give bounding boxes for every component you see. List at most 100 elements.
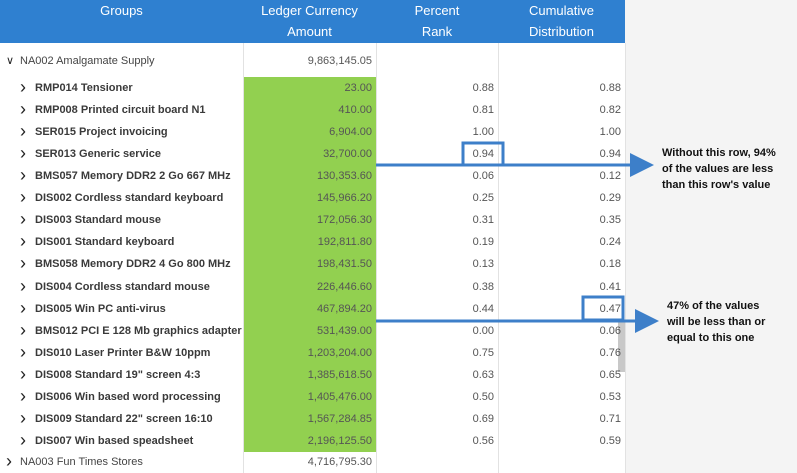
column-header[interactable]: Groups xyxy=(0,0,243,43)
item-label: SER013 Generic service xyxy=(35,148,161,161)
percent-rank: 0.69 xyxy=(472,412,494,425)
cumulative-distribution: 0.94 xyxy=(599,148,621,161)
annotation-line: 47% of the values xyxy=(667,300,760,312)
cumulative-distribution: 0.06 xyxy=(599,324,621,337)
annotation-line: Without this row, 94% xyxy=(662,147,776,159)
expand-chevron[interactable]: › xyxy=(20,143,26,164)
expand-chevron[interactable]: › xyxy=(20,77,26,97)
cumulative-distribution: 0.82 xyxy=(599,104,621,117)
column-header[interactable]: Cumulative Distribution xyxy=(498,0,625,43)
expand-chevron[interactable]: › xyxy=(20,275,26,296)
amount-cell: 198,431.50 xyxy=(244,253,376,276)
amount-cell: 192,811.80 xyxy=(244,231,376,254)
amount-cell: 531,439.00 xyxy=(244,319,376,342)
amount-cell: 410.00 xyxy=(244,99,376,122)
percent-rank: 0.94 xyxy=(472,148,494,161)
percent-rank: 0.25 xyxy=(472,192,494,205)
item-label: DIS001 Standard keyboard xyxy=(35,236,175,249)
cumulative-distribution: 0.47 xyxy=(599,302,621,315)
item-label: SER015 Project invoicing xyxy=(35,126,168,139)
expand-chevron[interactable]: ∨ xyxy=(6,55,15,67)
percent-rank: 1.00 xyxy=(472,126,494,139)
expand-chevron[interactable]: › xyxy=(20,407,26,428)
percent-rank: 0.56 xyxy=(472,434,494,447)
percent-rank: 0.50 xyxy=(472,390,494,403)
header-text: Distribution xyxy=(528,24,595,39)
cumulative-distribution: 1.00 xyxy=(599,126,621,139)
item-label: DIS007 Win based speadsheet xyxy=(35,434,194,447)
header-text: Amount xyxy=(287,24,332,39)
percent-rank: 0.44 xyxy=(472,302,494,315)
item-label: DIS006 Win based word processing xyxy=(35,390,221,403)
expand-chevron[interactable]: › xyxy=(20,385,26,406)
cumulative-distribution: 0.53 xyxy=(599,390,621,403)
cumulative-distribution: 0.41 xyxy=(599,280,621,293)
item-label: BMS012 PCI E 128 Mb graphics adapter xyxy=(35,324,242,337)
cumulative-distribution: 0.12 xyxy=(599,170,621,183)
column-header[interactable]: Ledger Currency Amount xyxy=(243,0,376,43)
expand-chevron[interactable]: › xyxy=(6,451,12,472)
column-divider xyxy=(243,43,244,473)
amount-cell: 4,716,795.30 xyxy=(307,456,372,469)
percent-rank: 0.06 xyxy=(472,170,494,183)
amount-cell: 1,405,476.00 xyxy=(244,385,376,408)
expand-chevron[interactable]: › xyxy=(20,341,26,362)
item-label: DIS010 Laser Printer B&W 10ppm xyxy=(35,346,211,359)
expand-chevron[interactable]: › xyxy=(20,187,26,208)
header-text: Cumulative xyxy=(528,3,595,18)
cumulative-distribution: 0.29 xyxy=(599,192,621,205)
annotation-line: will be less than or xyxy=(667,316,766,328)
cumulative-distribution: 0.35 xyxy=(599,214,621,227)
annotation-line: of the values are less xyxy=(662,163,774,175)
expand-chevron[interactable]: › xyxy=(20,253,26,274)
group-label: NA003 Fun Times Stores xyxy=(20,456,143,469)
amount-cell: 1,385,618.50 xyxy=(244,363,376,386)
percent-rank: 0.38 xyxy=(472,280,494,293)
annotation: Without this row, 94% of the values are l… xyxy=(662,145,796,193)
item-label: DIS003 Standard mouse xyxy=(35,214,161,227)
cumulative-distribution: 0.59 xyxy=(599,434,621,447)
percent-rank: 0.13 xyxy=(472,258,494,271)
percent-rank: 0.00 xyxy=(472,324,494,337)
percent-rank: 0.81 xyxy=(472,104,494,117)
expand-chevron[interactable]: › xyxy=(20,121,26,142)
column-header[interactable]: Percent Rank xyxy=(376,0,498,43)
side-panel xyxy=(625,0,797,473)
annotation-line: than this row's value xyxy=(662,179,771,191)
annotation: 47% of the values will be less than or equ… xyxy=(667,298,797,346)
expand-chevron[interactable]: › xyxy=(20,231,26,252)
item-label: RMP008 Printed circuit board N1 xyxy=(35,104,206,117)
header-text: Ledger Currency xyxy=(261,3,358,18)
expand-chevron[interactable]: › xyxy=(20,165,26,186)
item-label: DIS002 Cordless standard keyboard xyxy=(35,192,224,205)
item-label: DIS004 Cordless standard mouse xyxy=(35,280,210,293)
amount-cell: 172,056.30 xyxy=(244,209,376,232)
expand-chevron[interactable]: › xyxy=(20,297,26,318)
item-label: RMP014 Tensioner xyxy=(35,82,133,94)
cumulative-distribution: 0.76 xyxy=(599,346,621,359)
group-label: NA002 Amalgamate Supply xyxy=(20,55,155,67)
header-text: Groups xyxy=(100,3,143,18)
expand-chevron[interactable]: › xyxy=(20,319,26,340)
cumulative-distribution: 0.71 xyxy=(599,412,621,425)
expand-chevron[interactable]: › xyxy=(20,363,26,384)
percent-rank: 0.75 xyxy=(472,346,494,359)
percent-rank: 0.88 xyxy=(472,82,494,94)
scrollbar[interactable] xyxy=(618,322,625,372)
amount-cell: 6,904.00 xyxy=(244,121,376,144)
amount-cell: 145,966.20 xyxy=(244,187,376,210)
expand-chevron[interactable]: › xyxy=(20,209,26,230)
expand-chevron[interactable]: › xyxy=(20,429,26,450)
amount-cell: 130,353.60 xyxy=(244,165,376,188)
item-label: DIS005 Win PC anti-virus xyxy=(35,302,166,315)
amount-cell: 467,894.20 xyxy=(244,297,376,320)
item-label: DIS009 Standard 22" screen 16:10 xyxy=(35,412,213,425)
cumulative-distribution: 0.65 xyxy=(599,368,621,381)
percent-rank: 0.19 xyxy=(472,236,494,249)
column-divider xyxy=(498,43,499,473)
amount-cell: 1,567,284.85 xyxy=(244,407,376,430)
annotation-line: equal to this one xyxy=(667,332,755,344)
header-text: Rank xyxy=(421,24,453,39)
expand-chevron[interactable]: › xyxy=(20,99,26,120)
